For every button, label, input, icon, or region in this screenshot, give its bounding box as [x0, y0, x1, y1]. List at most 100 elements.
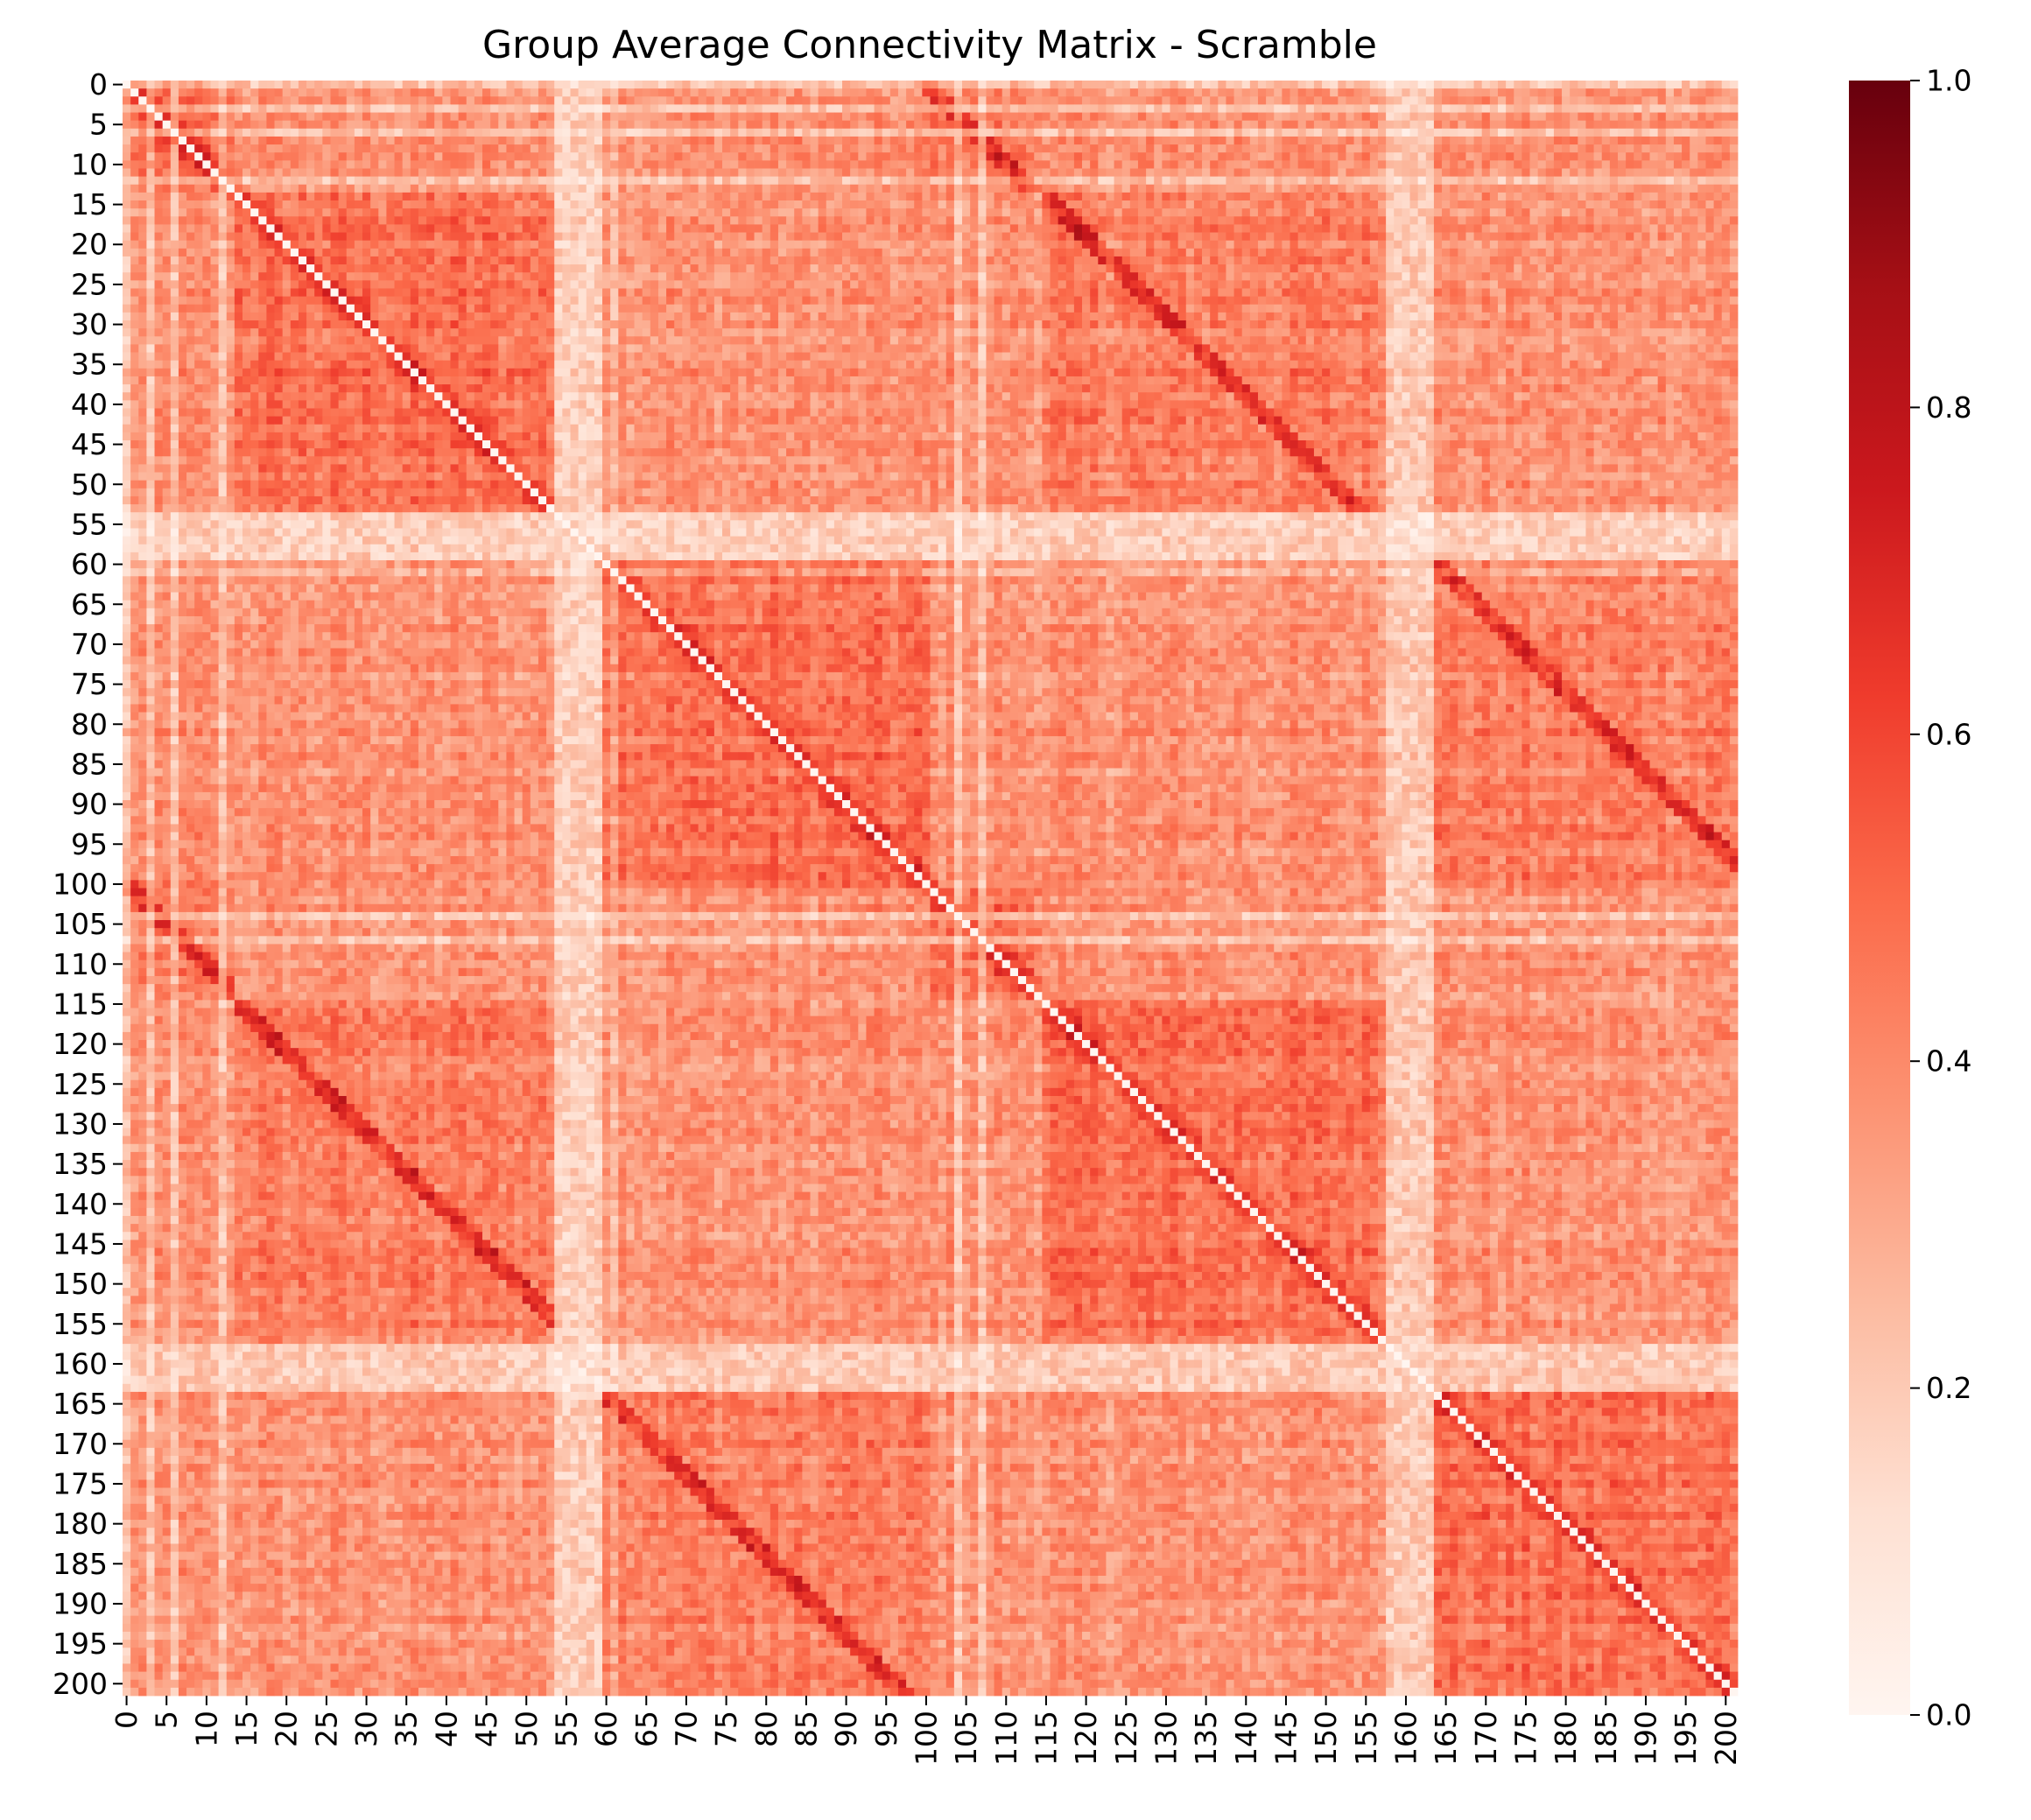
- heatmap-cell: [1402, 152, 1410, 161]
- heatmap-cell: [1121, 216, 1131, 225]
- heatmap-cell: [522, 168, 531, 177]
- heatmap-cell: [953, 272, 963, 281]
- heatmap-cell: [1129, 216, 1139, 225]
- heatmap-cell: [1425, 176, 1435, 186]
- heatmap-cell: [1657, 200, 1667, 209]
- heatmap-cell: [514, 184, 524, 193]
- heatmap-cell: [1241, 256, 1251, 265]
- heatmap-cell: [682, 256, 691, 265]
- heatmap-cell: [690, 152, 699, 161]
- heatmap-cell: [498, 208, 507, 217]
- heatmap-cell: [978, 88, 987, 97]
- heatmap-cell: [706, 96, 715, 105]
- heatmap-cell: [130, 81, 139, 89]
- heatmap-cell: [1026, 216, 1035, 225]
- heatmap-cell: [698, 224, 707, 233]
- heatmap-cell: [1369, 112, 1379, 122]
- heatmap-cell: [1506, 232, 1514, 242]
- heatmap-cell: [1233, 200, 1243, 209]
- heatmap-cell: [1394, 192, 1402, 201]
- heatmap-cell: [1634, 136, 1642, 145]
- heatmap-cell: [490, 240, 499, 249]
- heatmap-cell: [1729, 248, 1739, 257]
- heatmap-cell: [1226, 200, 1234, 209]
- heatmap-cell: [850, 128, 859, 137]
- heatmap-cell: [258, 144, 267, 153]
- heatmap-cell: [770, 128, 779, 137]
- heatmap-cell: [290, 192, 299, 201]
- heatmap-cell: [1721, 200, 1731, 209]
- heatmap-cell: [1121, 136, 1131, 145]
- heatmap-cell: [506, 104, 515, 113]
- heatmap-cell: [1129, 184, 1139, 193]
- heatmap-cell: [378, 168, 387, 177]
- heatmap-cell: [130, 192, 139, 201]
- heatmap-cell: [1162, 208, 1170, 217]
- heatmap-cell: [1106, 240, 1114, 249]
- heatmap-cell: [123, 152, 131, 161]
- heatmap-cell: [1305, 208, 1315, 217]
- heatmap-cell: [1042, 256, 1051, 265]
- heatmap-cell: [1682, 88, 1690, 97]
- heatmap-cell: [1570, 168, 1578, 177]
- heatmap-cell: [562, 168, 571, 177]
- heatmap-cell: [674, 248, 683, 257]
- heatmap-cell: [1290, 136, 1299, 145]
- heatmap-cell: [258, 81, 267, 89]
- heatmap-cell: [242, 216, 251, 225]
- heatmap-cell: [945, 160, 955, 169]
- heatmap-cell: [234, 224, 243, 233]
- heatmap-cell: [818, 152, 827, 161]
- heatmap-cell: [826, 112, 835, 122]
- heatmap-cell: [794, 264, 803, 273]
- heatmap-cell: [1210, 200, 1219, 209]
- heatmap-cell: [738, 88, 747, 97]
- heatmap-cell: [202, 208, 211, 217]
- heatmap-cell: [634, 96, 643, 105]
- heatmap-cell: [138, 192, 147, 201]
- heatmap-cell: [1129, 160, 1139, 169]
- heatmap-cell: [466, 96, 475, 105]
- heatmap-cell: [1305, 256, 1315, 265]
- heatmap-cell: [1170, 96, 1179, 105]
- heatmap-cell: [1154, 120, 1163, 130]
- heatmap-cell: [1001, 168, 1011, 177]
- heatmap-cell: [578, 88, 587, 97]
- heatmap-cell: [1009, 88, 1019, 97]
- heatmap-cell: [1473, 176, 1483, 186]
- heatmap-cell: [346, 272, 355, 281]
- heatmap-cell: [362, 128, 371, 137]
- heatmap-cell: [138, 128, 147, 137]
- heatmap-cell: [218, 81, 228, 89]
- heatmap-cell: [1514, 216, 1522, 225]
- heatmap-cell: [986, 152, 994, 161]
- heatmap-cell: [1690, 184, 1698, 193]
- heatmap-cell: [906, 128, 915, 137]
- heatmap-cell: [986, 224, 994, 233]
- heatmap-cell: [322, 192, 331, 201]
- heatmap-cell: [1162, 248, 1170, 257]
- heatmap-cell: [218, 120, 228, 130]
- heatmap-cell: [618, 216, 627, 225]
- heatmap-cell: [1034, 216, 1043, 225]
- heatmap-cell: [713, 176, 723, 186]
- heatmap-cell: [602, 176, 611, 186]
- heatmap-cell: [346, 184, 355, 193]
- heatmap-cell: [970, 256, 979, 265]
- heatmap-cell: [770, 200, 779, 209]
- heatmap-cell: [1137, 112, 1147, 122]
- heatmap-cell: [1154, 216, 1163, 225]
- heatmap-cell: [514, 216, 524, 225]
- heatmap-cell: [722, 176, 731, 186]
- heatmap-cell: [826, 160, 835, 169]
- heatmap-cell: [897, 120, 907, 130]
- heatmap-cell: [754, 144, 763, 153]
- heatmap-cell: [1442, 240, 1451, 249]
- heatmap-cell: [1353, 160, 1363, 169]
- heatmap-cell: [130, 120, 139, 130]
- heatmap-cell: [1665, 152, 1675, 161]
- heatmap-cell: [618, 256, 627, 265]
- heatmap-cell: [1521, 81, 1530, 89]
- heatmap-cell: [586, 144, 595, 153]
- heatmap-cell: [674, 256, 683, 265]
